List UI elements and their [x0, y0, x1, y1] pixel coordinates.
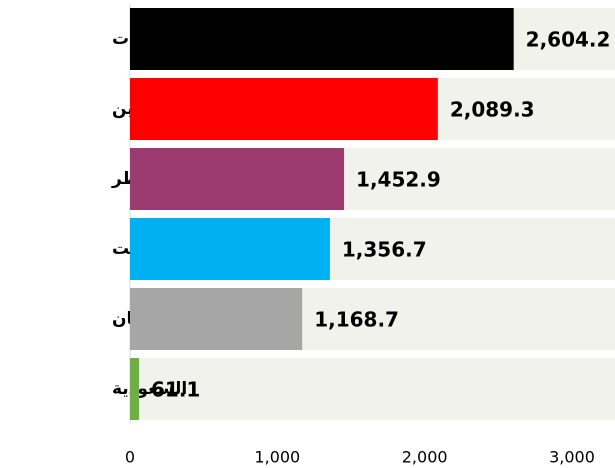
- value-label: 2,089.3: [450, 98, 535, 122]
- value-label: 1,356.7: [342, 238, 427, 262]
- bar: [130, 358, 140, 420]
- value-label: 61.1: [151, 378, 200, 402]
- x-tick-label: 1,000: [254, 448, 300, 467]
- bar: [130, 78, 438, 140]
- x-tick-label: 2,000: [402, 448, 448, 467]
- value-label: 1,168.7: [314, 308, 399, 332]
- bar: [130, 218, 330, 280]
- x-tick-label: 3,000: [549, 448, 595, 467]
- value-label: 1,452.9: [356, 168, 441, 192]
- row-band: [130, 358, 615, 420]
- value-label: 2,604.2: [526, 28, 611, 52]
- bar: [130, 288, 303, 350]
- x-tick-label: 0: [125, 448, 135, 467]
- bar: [130, 148, 345, 210]
- bar: [130, 8, 514, 70]
